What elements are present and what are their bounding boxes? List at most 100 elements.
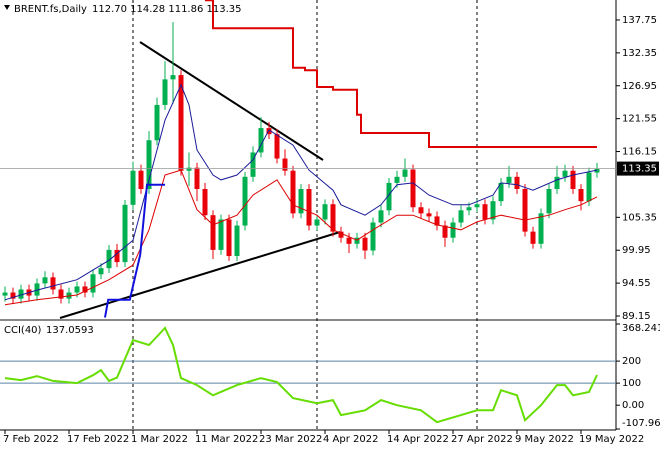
y-tick-label: 99.95 <box>622 245 651 256</box>
candle-body <box>434 216 440 226</box>
candle-body <box>482 204 488 220</box>
trendline <box>139 41 324 161</box>
candle-body <box>274 134 280 159</box>
candle-body <box>146 140 152 189</box>
y-tick-label: 89.15 <box>622 311 651 322</box>
candle-body <box>562 170 568 177</box>
candle-body <box>234 225 240 256</box>
candle-body <box>10 292 16 299</box>
candle-body <box>202 188 208 216</box>
candle-body <box>498 182 504 202</box>
y-tick-label: -107.969 <box>622 418 660 429</box>
candle-body <box>442 225 448 238</box>
candle-body <box>226 219 232 256</box>
candle-body <box>314 219 320 226</box>
candle-body <box>426 213 432 217</box>
candle-body <box>402 169 408 177</box>
candle-body <box>154 104 160 141</box>
menu-icon <box>4 5 10 10</box>
y-tick-label: 200 <box>622 356 641 367</box>
candle-body <box>474 204 480 208</box>
candle-body <box>466 207 472 211</box>
y-tick-label: 126.95 <box>622 81 657 92</box>
candle-body <box>338 231 344 238</box>
indicator-title: CCI(40) <box>4 325 42 336</box>
y-tick-label: 137.75 <box>622 15 657 26</box>
candle-body <box>514 176 520 189</box>
candle-body <box>90 274 96 293</box>
indicator-line <box>104 183 165 318</box>
x-tick-label: 23 Mar 2022 <box>259 434 322 445</box>
y-tick-label: 116.15 <box>622 147 657 158</box>
candle-body <box>130 170 136 205</box>
indicator-line <box>4 169 598 306</box>
candle-body <box>106 249 112 269</box>
x-tick-label: 17 Feb 2022 <box>67 434 129 445</box>
candle-body <box>74 286 80 293</box>
candle-body <box>298 188 304 214</box>
candle-body <box>418 207 424 214</box>
ohlc-header: 112.70 114.28 111.86 113.35 <box>92 4 242 15</box>
candle-body <box>82 286 88 293</box>
candle-body <box>178 75 184 171</box>
candle-body <box>242 176 248 226</box>
price-tag-label: 113.35 <box>622 164 657 175</box>
indicator-line <box>4 83 598 301</box>
y-tick-label: 100 <box>622 378 641 389</box>
y-tick-label: 94.55 <box>622 278 651 289</box>
candle-body <box>346 237 352 244</box>
y-tick-label: 121.55 <box>622 114 657 125</box>
candle-body <box>170 75 176 80</box>
cci-line <box>4 326 598 424</box>
candle-body <box>530 231 536 244</box>
candle-body <box>18 289 24 299</box>
candle-body <box>458 210 464 223</box>
symbol-title: BRENT.fs,Daily <box>14 4 87 15</box>
candle-body <box>58 289 64 299</box>
candle-body <box>250 152 256 177</box>
candle-body <box>306 188 312 226</box>
candle-body <box>586 172 592 202</box>
candle-body <box>186 167 192 171</box>
price-tag <box>617 161 659 176</box>
candle-body <box>386 182 392 211</box>
candle-body <box>42 277 48 284</box>
candle-body <box>450 222 456 238</box>
candle-body <box>162 79 168 105</box>
x-tick-label: 19 May 2022 <box>579 434 644 445</box>
candle-body <box>554 176 560 189</box>
candle-body <box>570 170 576 189</box>
candle-body <box>218 219 224 250</box>
x-tick-label: 4 Apr 2022 <box>323 434 378 445</box>
candle-body <box>378 210 384 223</box>
x-tick-label: 7 Feb 2022 <box>3 434 59 445</box>
candle-body <box>98 268 104 275</box>
candle-body <box>522 188 528 232</box>
candle-body <box>354 237 360 244</box>
indicator-value: 137.0593 <box>46 325 94 336</box>
candle-body <box>266 128 272 135</box>
indicator-line <box>205 0 597 148</box>
y-tick-label: 0.00 <box>622 400 644 411</box>
candle-body <box>490 201 496 220</box>
candle-body <box>370 222 376 251</box>
candle-body <box>322 204 328 220</box>
x-tick-label: 11 Mar 2022 <box>195 434 258 445</box>
y-tick-label: 132.35 <box>622 48 657 59</box>
x-tick-label: 14 Apr 2022 <box>387 434 449 445</box>
candle-body <box>258 128 264 153</box>
candle-body <box>290 170 296 214</box>
candle-body <box>114 249 120 263</box>
x-tick-label: 27 Apr 2022 <box>451 434 513 445</box>
candle-body <box>34 283 40 296</box>
candle-body <box>122 204 128 263</box>
candle-body <box>330 204 336 232</box>
candle-body <box>2 292 8 296</box>
candle-body <box>194 167 200 189</box>
x-tick-label: 1 Mar 2022 <box>131 434 188 445</box>
candle-body <box>394 176 400 183</box>
candle-body <box>538 213 544 244</box>
x-tick-label: 9 May 2022 <box>515 434 574 445</box>
candle-body <box>546 188 552 214</box>
